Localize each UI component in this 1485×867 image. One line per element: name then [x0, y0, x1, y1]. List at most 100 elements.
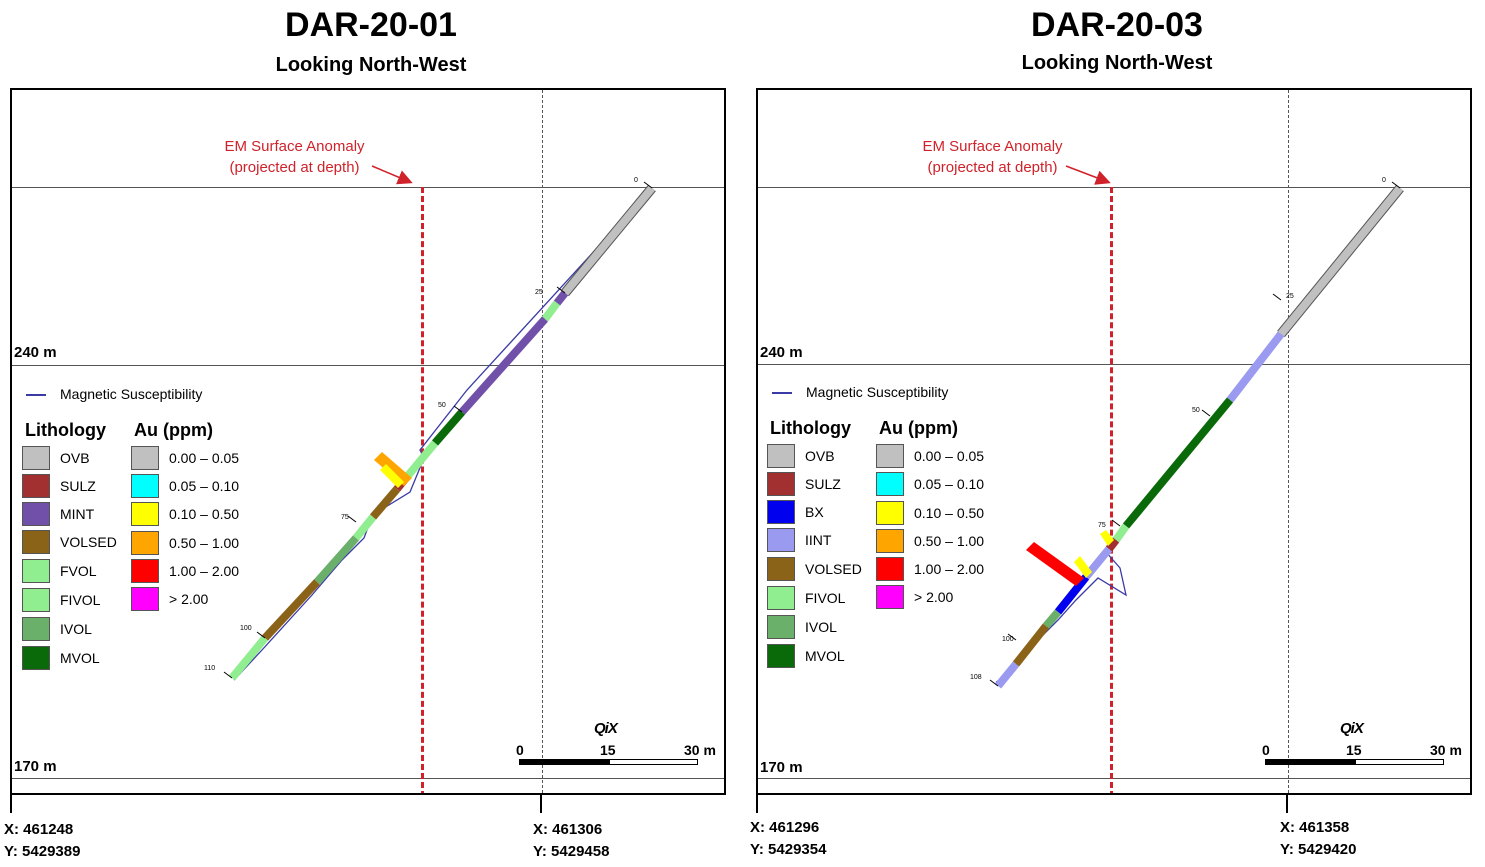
lithology-item: MINT — [22, 501, 94, 527]
em-anomaly-label: EM Surface Anomaly (projected at depth) — [207, 136, 382, 178]
segment-ivol — [314, 535, 359, 585]
lithology-label: FIVOL — [60, 592, 101, 608]
magnetic-line-swatch — [26, 394, 46, 397]
scale-bar-black — [519, 759, 609, 765]
level-label-upper: 240 m — [760, 344, 803, 361]
level-line-240 — [12, 365, 724, 366]
au-label: 0.00 – 0.05 — [169, 450, 240, 466]
swatch — [767, 557, 795, 581]
em-anomaly-line1: EM Surface Anomaly — [922, 138, 1063, 155]
swatch — [22, 502, 50, 526]
au-bar-yellow — [1100, 530, 1114, 546]
surface-line — [758, 187, 1470, 188]
au-item: 0.50 – 1.00 — [876, 528, 984, 554]
au-label: 0.10 – 0.50 — [169, 506, 240, 522]
au-label: 1.00 – 2.00 — [169, 563, 240, 579]
lithology-item: IVOL — [22, 616, 92, 642]
au-label: 0.05 – 0.10 — [914, 476, 985, 492]
scale-bar-white — [609, 759, 698, 765]
au-label: > 2.00 — [169, 591, 209, 607]
au-item: 1.00 – 2.00 — [876, 556, 984, 582]
lithology-label: VOLSED — [805, 561, 862, 577]
swatch — [22, 530, 50, 554]
depth-mark: 75 — [341, 514, 349, 521]
em-anomaly-line — [421, 187, 424, 793]
au-item: 0.50 – 1.00 — [131, 530, 239, 556]
section-frame: 240 m 170 m EM Surface Anomaly (projecte… — [10, 88, 726, 795]
x-tick-right — [1286, 795, 1288, 813]
au-bar-yellow — [380, 464, 404, 488]
x-tick-right — [540, 795, 542, 813]
magnetic-line-swatch — [772, 392, 792, 395]
segment-fvol — [541, 300, 561, 322]
coord-x: X: 461296 — [750, 819, 820, 836]
swatch — [876, 472, 904, 496]
grid-line-easting — [1288, 90, 1289, 793]
segment-fivol — [228, 635, 269, 681]
swatch — [22, 617, 50, 641]
panel-subtitle: Looking North-West — [1021, 52, 1213, 74]
coord-y: Y: 5429354 — [750, 841, 827, 858]
au-label: 0.50 – 1.00 — [914, 533, 985, 549]
au-label: 0.05 – 0.10 — [169, 478, 240, 494]
segment-mint — [553, 290, 569, 306]
swatch — [131, 559, 159, 583]
magnetic-label: Magnetic Susceptibility — [60, 386, 203, 402]
swatch — [767, 528, 795, 552]
swatch — [876, 585, 904, 609]
magnetic-legend: Magnetic Susceptibility — [26, 386, 202, 402]
panel-title: DAR-20-01 — [285, 6, 457, 44]
swatch — [131, 474, 159, 498]
em-anomaly-line1: EM Surface Anomaly — [224, 138, 365, 155]
lithology-label: SULZ — [60, 478, 96, 494]
lithology-item: MVOL — [22, 645, 100, 671]
segment-fvol — [402, 440, 439, 481]
au-label: 0.50 – 1.00 — [169, 535, 240, 551]
segment-mvol — [1122, 397, 1234, 529]
depth-mark: 100 — [1002, 636, 1014, 643]
lithology-item: VOLSED — [767, 556, 862, 582]
lithology-item: SULZ — [22, 473, 96, 499]
depth-mark: 110 — [204, 665, 215, 672]
lithology-label: OVB — [60, 450, 90, 466]
au-item: 0.10 – 0.50 — [876, 500, 984, 526]
au-label: 0.00 – 0.05 — [914, 448, 985, 464]
lithology-item: OVB — [22, 445, 90, 471]
depth-mark: 108 — [970, 674, 982, 681]
level-label-lower: 170 m — [14, 758, 57, 775]
swatch — [767, 500, 795, 524]
swatch — [131, 446, 159, 470]
scale-zero: 0 — [1262, 742, 1270, 758]
segment-iint — [1226, 331, 1285, 403]
lithology-item: BX — [767, 499, 824, 525]
x-tick-left — [10, 795, 12, 813]
scale-end: 30 m — [684, 742, 716, 758]
level-line-170 — [758, 778, 1470, 779]
scale-mid: 15 — [600, 742, 616, 758]
swatch — [22, 588, 50, 612]
em-arrow — [1065, 165, 1111, 185]
depth-mark: 25 — [535, 289, 543, 296]
swatch — [876, 557, 904, 581]
em-anomaly-line — [1110, 187, 1113, 793]
segment-ovb — [1277, 185, 1404, 337]
drill-hole-trace: 0 25 50 75 100 108 — [970, 165, 1404, 689]
lithology-header: Lithology — [770, 418, 851, 438]
depth-mark: 50 — [1192, 407, 1200, 414]
coord-left: X: 461248 Y: 5429389 — [4, 819, 80, 863]
au-header: Au (ppm) — [134, 420, 213, 440]
company-logo: QiX — [594, 720, 618, 737]
swatch — [767, 444, 795, 468]
segment-mint — [459, 316, 548, 415]
au-bar-red — [1026, 542, 1084, 586]
swatch — [767, 586, 795, 610]
lithology-label: IINT — [805, 532, 832, 548]
swatch — [767, 472, 795, 496]
au-item: 0.00 – 0.05 — [131, 445, 239, 471]
segment-fivol — [1112, 523, 1130, 543]
au-label: > 2.00 — [914, 589, 954, 605]
segment-volsed — [262, 579, 320, 641]
depth-mark: 75 — [1098, 522, 1106, 529]
au-item: 0.00 – 0.05 — [876, 443, 984, 469]
lithology-label: BX — [805, 504, 824, 520]
